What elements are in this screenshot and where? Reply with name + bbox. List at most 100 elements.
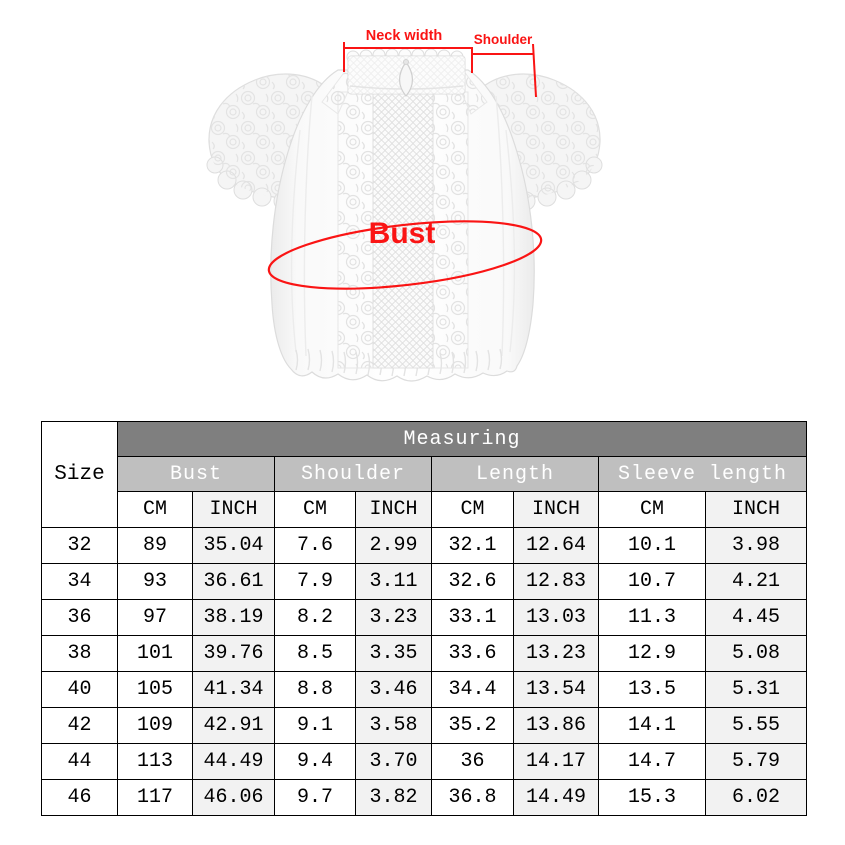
value-cell: 4.21: [705, 563, 807, 600]
value-cell: 3.23: [355, 599, 432, 636]
value-cell: 117: [117, 779, 193, 816]
value-cell: 8.2: [274, 599, 356, 636]
value-cell: 13.03: [513, 599, 599, 636]
value-cell: 44.49: [192, 743, 275, 780]
value-cell: 38.19: [192, 599, 275, 636]
value-cell: 93: [117, 563, 193, 600]
value-cell: 3.82: [355, 779, 432, 816]
value-cell: 42.91: [192, 707, 275, 744]
group-header-bust: Bust: [117, 456, 275, 492]
value-cell: 35.2: [431, 707, 514, 744]
table-row-size-36: 36 97 38.19 8.2 3.23 33.1 13.03 11.3 4.4…: [41, 599, 807, 636]
value-cell: 9.4: [274, 743, 356, 780]
value-cell: 113: [117, 743, 193, 780]
size-cell: 38: [41, 635, 118, 672]
value-cell: 34.4: [431, 671, 514, 708]
value-cell: 14.1: [598, 707, 706, 744]
value-cell: 97: [117, 599, 193, 636]
table-row-size-38: 38 101 39.76 8.5 3.35 33.6 13.23 12.9 5.…: [41, 635, 807, 672]
size-cell: 36: [41, 599, 118, 636]
unit-header-cm: CM: [274, 491, 356, 528]
value-cell: 5.79: [705, 743, 807, 780]
size-cell: 44: [41, 743, 118, 780]
value-cell: 32.6: [431, 563, 514, 600]
group-header-length: Length: [431, 456, 599, 492]
value-cell: 5.31: [705, 671, 807, 708]
value-cell: 35.04: [192, 527, 275, 564]
value-cell: 11.3: [598, 599, 706, 636]
bust-label: Bust: [369, 217, 436, 250]
size-column-header: Size: [41, 421, 118, 528]
center-lace-panel: [337, 91, 469, 369]
bust-ellipse: [267, 220, 543, 290]
unit-header-inch: INCH: [513, 491, 599, 528]
unit-header-inch: INCH: [355, 491, 432, 528]
size-chart-table: Size Measuring Bust Shoulder Length Slee…: [41, 421, 807, 816]
measure-annotations: [267, 42, 543, 290]
unit-header-inch: INCH: [192, 491, 275, 528]
value-cell: 13.54: [513, 671, 599, 708]
size-cell: 32: [41, 527, 118, 564]
value-cell: 7.6: [274, 527, 356, 564]
value-cell: 13.5: [598, 671, 706, 708]
value-cell: 36.61: [192, 563, 275, 600]
keyhole: [399, 60, 413, 97]
value-cell: 33.1: [431, 599, 514, 636]
value-cell: 3.35: [355, 635, 432, 672]
group-header-shoulder: Shoulder: [274, 456, 432, 492]
size-cell: 46: [41, 779, 118, 816]
value-cell: 14.49: [513, 779, 599, 816]
group-header-sleeve-length: Sleeve length: [598, 456, 807, 492]
value-cell: 89: [117, 527, 193, 564]
neck-width-label: Neck width: [366, 28, 443, 44]
value-cell: 3.98: [705, 527, 807, 564]
value-cell: 109: [117, 707, 193, 744]
size-cell: 34: [41, 563, 118, 600]
table-row-size-46: 46 117 46.06 9.7 3.82 36.8 14.49 15.3 6.…: [41, 779, 807, 816]
value-cell: 13.23: [513, 635, 599, 672]
value-cell: 12.83: [513, 563, 599, 600]
value-cell: 9.1: [274, 707, 356, 744]
value-cell: 101: [117, 635, 193, 672]
collar-button: [403, 59, 409, 65]
value-cell: 14.17: [513, 743, 599, 780]
value-cell: 2.99: [355, 527, 432, 564]
value-cell: 3.11: [355, 563, 432, 600]
value-cell: 15.3: [598, 779, 706, 816]
value-cell: 39.76: [192, 635, 275, 672]
value-cell: 10.1: [598, 527, 706, 564]
value-cell: 6.02: [705, 779, 807, 816]
value-cell: 7.9: [274, 563, 356, 600]
value-cell: 3.70: [355, 743, 432, 780]
value-cell: 10.7: [598, 563, 706, 600]
value-cell: 14.7: [598, 743, 706, 780]
shoulder-right-tick: [532, 43, 537, 98]
lace-collar: [346, 48, 466, 97]
unit-header-inch: INCH: [705, 491, 807, 528]
value-cell: 3.58: [355, 707, 432, 744]
value-cell: 12.9: [598, 635, 706, 672]
shoulder-label: Shoulder: [474, 32, 533, 47]
size-cell: 40: [41, 671, 118, 708]
value-cell: 41.34: [192, 671, 275, 708]
value-cell: 8.8: [274, 671, 356, 708]
value-cell: 36.8: [431, 779, 514, 816]
value-cell: 8.5: [274, 635, 356, 672]
garment-illustration: Neck width Shoulder Bust: [206, 28, 603, 382]
unit-header-cm: CM: [117, 491, 193, 528]
table-row-size-44: 44 113 44.49 9.4 3.70 36 14.17 14.7 5.79: [41, 743, 807, 780]
unit-header-cm: CM: [598, 491, 706, 528]
value-cell: 36: [431, 743, 514, 780]
value-cell: 4.45: [705, 599, 807, 636]
value-cell: 12.64: [513, 527, 599, 564]
value-cell: 9.7: [274, 779, 356, 816]
table-row-size-32: 32 89 35.04 7.6 2.99 32.1 12.64 10.1 3.9…: [41, 527, 807, 564]
value-cell: 5.55: [705, 707, 807, 744]
value-cell: 105: [117, 671, 193, 708]
value-cell: 46.06: [192, 779, 275, 816]
size-cell: 42: [41, 707, 118, 744]
value-cell: 33.6: [431, 635, 514, 672]
table-row-size-40: 40 105 41.34 8.8 3.46 34.4 13.54 13.5 5.…: [41, 671, 807, 708]
measuring-header: Measuring: [117, 421, 807, 457]
value-cell: 13.86: [513, 707, 599, 744]
